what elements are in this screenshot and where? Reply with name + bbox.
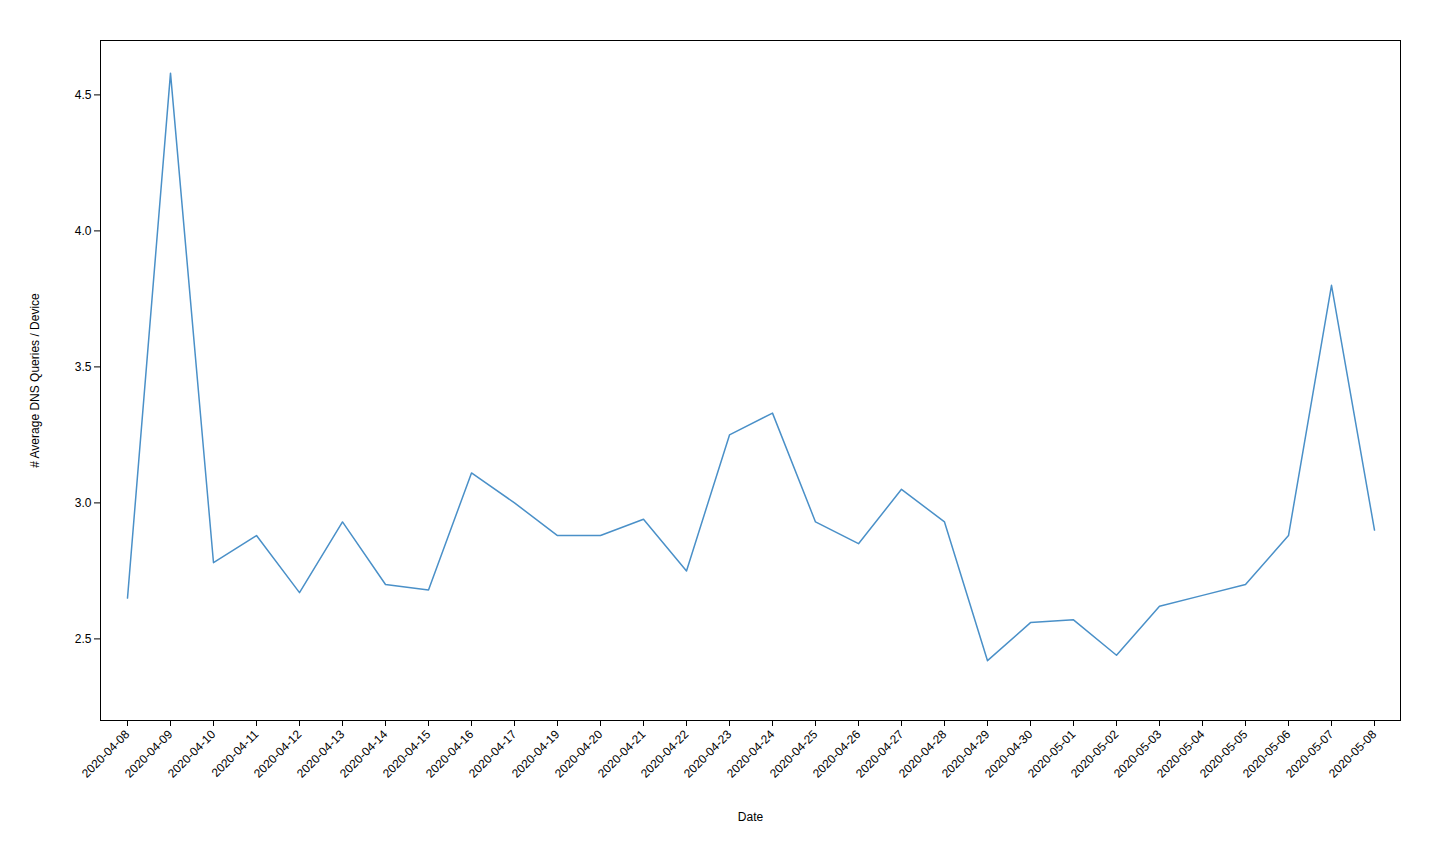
svg-text:3.5: 3.5 [75,360,92,374]
svg-text:# Average DNS Queries / Device: # Average DNS Queries / Device [28,293,42,468]
svg-text:2020-04-27: 2020-04-27 [853,727,907,781]
svg-text:2020-05-04: 2020-05-04 [1154,727,1208,781]
svg-text:2020-04-10: 2020-04-10 [165,727,219,781]
svg-text:2020-04-08: 2020-04-08 [79,727,133,781]
svg-text:2020-04-21: 2020-04-21 [595,727,649,781]
svg-text:2020-04-17: 2020-04-17 [466,727,520,781]
svg-text:2020-04-28: 2020-04-28 [896,727,950,781]
svg-text:2020-04-11: 2020-04-11 [208,727,262,780]
svg-text:2020-05-08: 2020-05-08 [1326,727,1380,781]
svg-text:2020-04-14: 2020-04-14 [337,727,391,781]
svg-text:4.5: 4.5 [75,88,92,102]
svg-text:2020-05-02: 2020-05-02 [1068,727,1122,781]
svg-text:2020-04-13: 2020-04-13 [294,727,348,781]
svg-text:2020-04-30: 2020-04-30 [982,727,1036,781]
svg-text:2020-05-05: 2020-05-05 [1197,727,1251,781]
svg-text:2020-04-24: 2020-04-24 [724,727,778,781]
svg-text:2020-05-01: 2020-05-01 [1025,727,1079,781]
svg-text:4.0: 4.0 [75,224,92,238]
svg-text:3.0: 3.0 [75,496,92,510]
svg-text:Date: Date [738,810,764,824]
svg-text:2.5: 2.5 [75,632,92,646]
svg-text:2020-05-06: 2020-05-06 [1240,727,1294,781]
svg-text:2020-04-16: 2020-04-16 [423,727,477,781]
svg-text:2020-04-20: 2020-04-20 [552,727,606,781]
svg-text:2020-04-19: 2020-04-19 [509,727,563,781]
svg-text:2020-05-07: 2020-05-07 [1283,727,1337,781]
svg-text:2020-04-23: 2020-04-23 [681,727,735,781]
svg-text:2020-04-25: 2020-04-25 [767,727,821,781]
svg-text:2020-04-09: 2020-04-09 [122,727,176,781]
svg-text:2020-04-29: 2020-04-29 [939,727,993,781]
svg-text:2020-04-26: 2020-04-26 [810,727,864,781]
svg-text:2020-04-12: 2020-04-12 [251,727,305,781]
svg-text:2020-04-15: 2020-04-15 [380,727,434,781]
svg-text:2020-04-22: 2020-04-22 [638,727,692,781]
svg-text:2020-05-03: 2020-05-03 [1111,727,1165,781]
